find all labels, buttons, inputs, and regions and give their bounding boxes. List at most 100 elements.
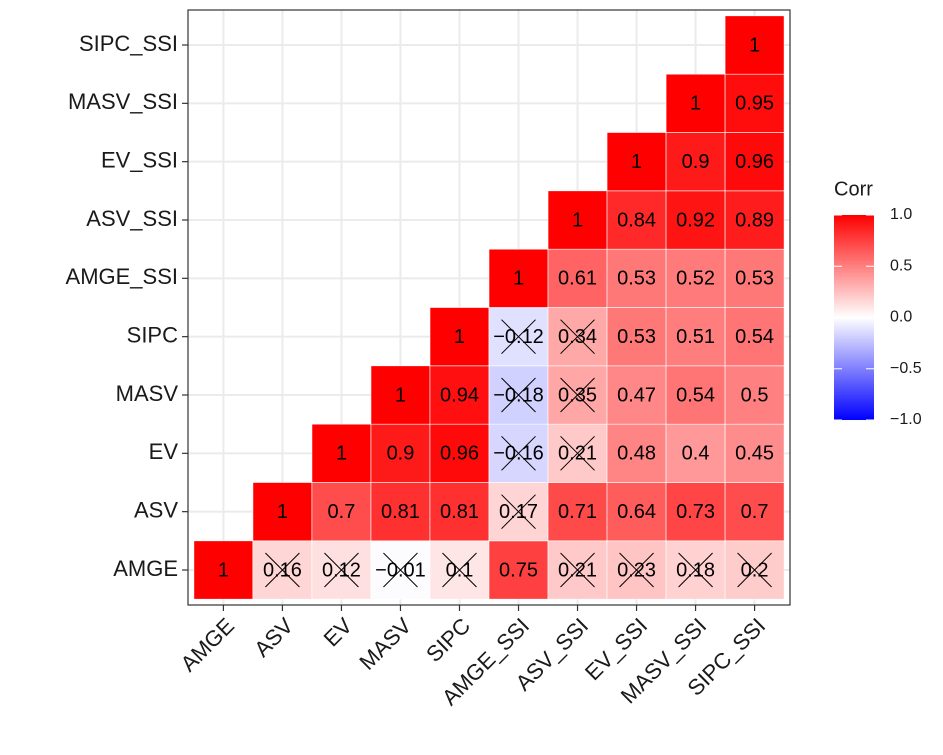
cell: [724, 132, 785, 192]
cell: [724, 423, 785, 483]
cell-label: 0.81: [440, 501, 479, 523]
cell-label: 0.64: [617, 501, 656, 523]
cell-label: 0.94: [440, 384, 479, 406]
y-tick-label: EV: [149, 439, 179, 464]
cross: [501, 377, 536, 413]
cell: [547, 482, 608, 542]
cell-label: 0.51: [676, 326, 715, 348]
y-tick-label: AMGE_SSI: [66, 264, 178, 289]
cell-label: 0.92: [676, 209, 715, 231]
cell: [311, 423, 372, 483]
cell-label: 0.54: [676, 384, 715, 406]
y-tick-label: ASV_SSI: [86, 206, 178, 231]
cell-label: 0.53: [617, 268, 656, 290]
cell-label: 0.71: [558, 501, 597, 523]
cell: [724, 73, 785, 133]
colorbar-label: 0.0: [890, 309, 912, 326]
panel-border: [187, 9, 791, 606]
x-tick-label: ASV: [249, 613, 298, 662]
cell: [606, 132, 667, 192]
cell-label: 1: [572, 209, 583, 231]
cell-label: 0.9: [387, 443, 415, 465]
cell: [370, 482, 431, 542]
cell-label: 0.84: [617, 209, 656, 231]
cross: [737, 552, 772, 588]
cell: [252, 482, 313, 542]
cell-label: 1: [336, 443, 347, 465]
x-tick-label: AMGE: [176, 613, 239, 676]
colorbar-label: −0.5: [890, 360, 922, 377]
cell-label: 1: [513, 268, 524, 290]
cell-label: 0.9: [682, 151, 710, 173]
cell: [724, 365, 785, 425]
cell: [429, 307, 490, 367]
cell-label: 0.73: [676, 501, 715, 523]
cell: [488, 540, 549, 600]
cross: [619, 552, 654, 588]
cross: [678, 552, 713, 588]
cell-label: 0.52: [676, 268, 715, 290]
cross: [501, 494, 536, 530]
cross: [501, 319, 536, 355]
cell-label: 0.4: [682, 443, 710, 465]
cell: [429, 365, 490, 425]
cell: [311, 482, 372, 542]
y-tick-label: EV_SSI: [101, 147, 178, 172]
cell: [665, 482, 726, 542]
cell: [724, 15, 785, 75]
cell: [665, 73, 726, 133]
cell-label: 1: [631, 151, 642, 173]
cell-label: 0.89: [735, 209, 774, 231]
cell: [665, 248, 726, 308]
cell: [370, 365, 431, 425]
colorbar-label: 1.0: [890, 206, 912, 223]
cell-label: 0.96: [440, 443, 479, 465]
y-tick-label: ASV: [134, 497, 178, 522]
x-tick-label: MASV: [354, 613, 416, 675]
cell-label: 1: [749, 34, 760, 56]
cell-label: 0.48: [617, 443, 656, 465]
cell: [665, 190, 726, 250]
colorbar-label: −1.0: [890, 411, 922, 428]
cell: [606, 365, 667, 425]
y-tick-label: SIPC: [127, 322, 178, 347]
cell: [547, 190, 608, 250]
cell-label: 0.96: [735, 151, 774, 173]
cell-label: 0.61: [558, 268, 597, 290]
cell: [193, 540, 254, 600]
cell-label: 0.53: [735, 268, 774, 290]
cell-label: 0.53: [617, 326, 656, 348]
cross: [560, 435, 595, 471]
cell: [547, 248, 608, 308]
cell: [606, 248, 667, 308]
cell-label: 0.95: [735, 93, 774, 115]
cell-label: 0.75: [499, 559, 538, 581]
cell-label: 0.7: [328, 501, 356, 523]
cross: [442, 552, 477, 588]
cross: [560, 319, 595, 355]
cell-label: 0.45: [735, 443, 774, 465]
x-tick-label: SIPC: [421, 613, 475, 667]
cross: [324, 552, 359, 588]
cell-label: 0.47: [617, 384, 656, 406]
cell-label: 1: [690, 93, 701, 115]
y-tick-label: AMGE: [113, 556, 178, 581]
cell: [429, 482, 490, 542]
cell: [724, 248, 785, 308]
cell-label: 1: [454, 326, 465, 348]
cell-label: 0.81: [381, 501, 420, 523]
colorbar-label: 0.5: [890, 257, 912, 274]
cross: [265, 552, 300, 588]
cell-label: 1: [395, 384, 406, 406]
cell-label: 1: [218, 559, 229, 581]
cross: [383, 552, 418, 588]
cell-label: 0.5: [741, 384, 769, 406]
cell: [665, 132, 726, 192]
cross: [560, 377, 595, 413]
cross: [560, 552, 595, 588]
y-tick-label: MASV_SSI: [68, 89, 178, 114]
cell: [724, 190, 785, 250]
legend-title: Corr: [834, 178, 873, 200]
cell-label: 0.54: [735, 326, 774, 348]
